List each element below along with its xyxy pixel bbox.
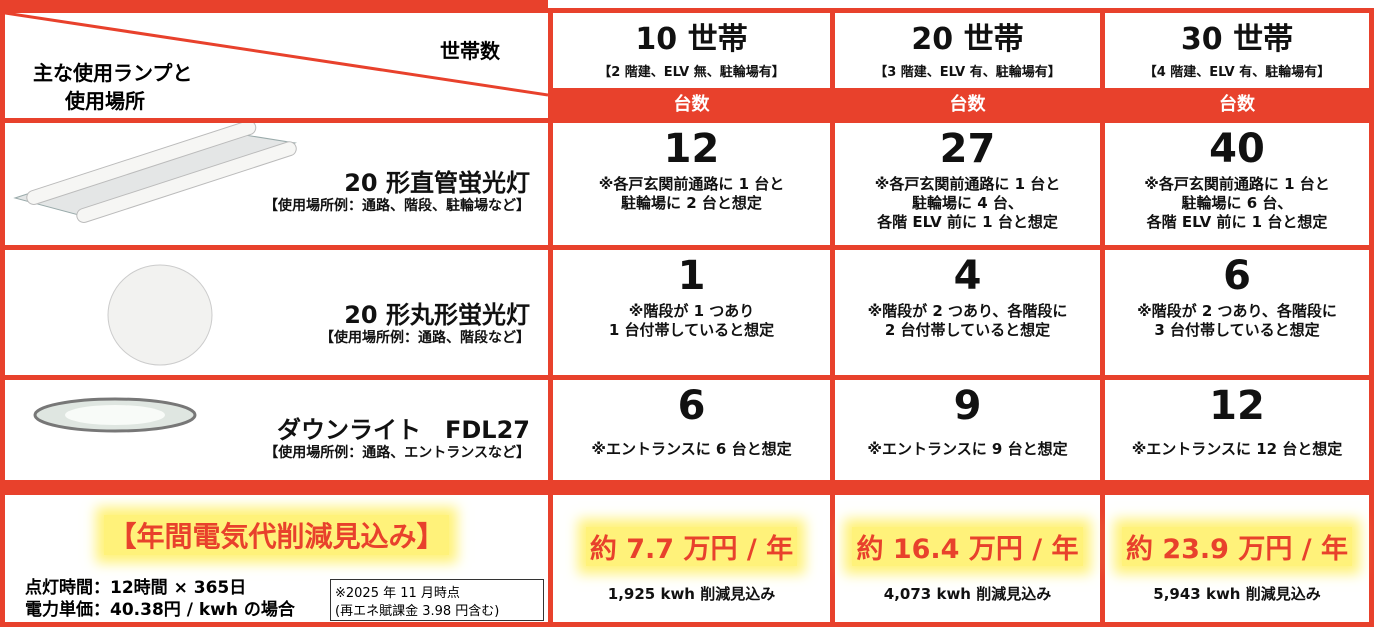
top-strip [0,0,1374,8]
count: 12 [1209,383,1265,429]
count-cell: 1 ※階段が 1 つあり 1 台付帯していると想定 [553,250,830,375]
header-cell: 30 世帯【4 階建、ELV 有、駐輪場有】 [1105,13,1369,88]
footnote: ※2025 年 11 月時点 [335,586,460,601]
saving: 約 7.7 万円 / 年 [585,527,798,566]
count-note: 駐輪場に 6 台、 [1181,194,1293,212]
count-note: 1 台付帯していると想定 [608,321,775,339]
corner-bottom: 主な使用ランプと [33,61,193,85]
downlight-icon [33,397,197,433]
diagonal [5,13,548,97]
lamp-cell: 20 形丸形蛍光灯 【使用場所例：通路、階段など】 [5,250,548,375]
household-note: 【2 階建、ELV 無、駐輪場有】 [598,65,785,80]
lamp-cell: 20 形直管蛍光灯 【使用場所例：通路、階段、駐輪場など】 [5,120,548,245]
count-cell: 27 ※各戸玄関前通路に 1 台と 駐輪場に 4 台、 各階 ELV 前に 1 台と想… [835,123,1100,245]
count: 1 [677,253,706,299]
count-note: ※各戸玄関前通路に 1 台と [1144,175,1330,193]
lamp-icon [105,260,215,374]
household-note: 【4 階建、ELV 有、駐輪場有】 [1143,65,1331,80]
count-cell: 9 ※エントランスに 9 台と想定 [835,380,1100,480]
count-cell: 40 ※各戸玄関前通路に 1 台と 駐輪場に 6 台、 各階 ELV 前に 1 台と想… [1105,123,1369,245]
condition: 電力単価：40.38円 / kwh の場合 [25,600,295,620]
count-note: ※各戸玄関前通路に 1 台と [598,175,785,193]
saving-wrap: 約 7.7 万円 / 年 [553,527,830,566]
count: 40 [1209,126,1265,172]
lamp-name: 20 形直管蛍光灯 [344,169,530,197]
count-cell: 12 ※各戸玄関前通路に 1 台と 駐輪場に 2 台と想定 [553,123,830,245]
saving-wrap: 約 16.4 万円 / 年 [835,527,1100,566]
count: 6 [1223,253,1251,299]
corner-top: 世帯数 [440,39,500,63]
footnote: (再エネ賦課金 3.98 円含む) [335,604,500,619]
count-note: 駐輪場に 2 台と想定 [621,194,762,212]
count: 4 [953,253,982,299]
count-note: ※階段が 2 つあり、各階段に [867,302,1068,320]
footnote-box: ※2025 年 11 月時点 (再エネ賦課金 3.98 円含む) [330,579,544,621]
count-note: 2 台付帯していると想定 [884,321,1051,339]
lamp-usage: 【使用場所例：通路、エントランスなど】 [264,445,530,461]
kwh: 1,925 kwh 削減見込み [607,585,776,603]
count-note: ※エントランスに 9 台と想定 [867,440,1068,458]
count-note: ※階段が 1 つあり [628,302,755,320]
corner-cell: 世帯数 主な使用ランプと 使用場所 [5,13,548,118]
lamp-icon [30,395,200,439]
summary-title-wrap: 【年間電気代削減見込み】 [5,515,548,555]
round-lamp-icon [107,264,213,366]
count: 27 [939,126,996,172]
summary-title: 【年間電気代削減見込み】 [104,515,449,555]
header-cell: 10 世帯【2 階建、ELV 無、駐輪場有】 [553,13,830,88]
tube-lamp-icon [13,120,297,223]
count: 9 [953,383,982,429]
count-note: 各階 ELV 前に 1 台と想定 [877,213,1058,231]
kwh: 5,943 kwh 削減見込み [1153,585,1321,603]
count-cell: 6 ※階段が 2 つあり、各階段に 3 台付帯していると想定 [1105,250,1369,375]
households: 20 世帯 [911,22,1024,57]
count-note: 各階 ELV 前に 1 台と想定 [1146,213,1328,231]
lamp-usage: 【使用場所例：通路、階段など】 [320,330,530,346]
count-cell: 6 ※エントランスに 6 台と想定 [553,380,830,480]
saving: 約 23.9 万円 / 年 [1121,527,1353,566]
saving-cell: 約 23.9 万円 / 年 5,943 kwh 削減見込み [1105,495,1369,622]
count-note: ※エントランスに 6 台と想定 [591,440,792,458]
unit-label: 台数 [673,94,710,115]
saving-wrap: 約 23.9 万円 / 年 [1105,527,1369,566]
header-cell: 20 世帯【3 階建、ELV 有、駐輪場有】 [835,13,1100,88]
saving: 約 16.4 万円 / 年 [852,527,1083,566]
saving-cell: 約 16.4 万円 / 年 4,073 kwh 削減見込み [835,495,1100,622]
lamp-cell: ダウンライト FDL27 【使用場所例：通路、エントランスなど】 [5,380,548,480]
lamp-icon [5,120,305,249]
households: 10 世帯 [635,22,748,57]
saving-cell: 約 7.7 万円 / 年 1,925 kwh 削減見込み [553,495,830,622]
count-note: ※階段が 2 つあり、各階段に [1137,302,1337,320]
unit-label: 台数 [949,94,986,115]
kwh: 4,073 kwh 削減見込み [883,585,1052,603]
count: 6 [677,383,706,429]
count-cell: 4 ※階段が 2 つあり、各階段に 2 台付帯していると想定 [835,250,1100,375]
lamp-name: ダウンライト FDL27 [276,416,530,444]
count-note: 駐輪場に 4 台、 [912,194,1023,212]
household-note: 【3 階建、ELV 有、駐輪場有】 [874,65,1061,80]
count: 12 [663,126,720,172]
households: 30 世帯 [1180,22,1294,57]
corner-bottom: 使用場所 [65,89,145,113]
count-note: ※エントランスに 12 台と想定 [1131,440,1343,458]
lamp-name: 20 形丸形蛍光灯 [344,301,530,329]
unit-label: 台数 [1219,94,1255,115]
count-cell: 12 ※エントランスに 12 台と想定 [1105,380,1369,480]
summary-cell: 【年間電気代削減見込み】点灯時間：12時間 × 365日 電力単価：40.38円 … [5,495,548,622]
title-tab [0,0,548,8]
condition: 点灯時間：12時間 × 365日 [25,578,247,598]
count-note: 3 台付帯していると想定 [1154,321,1320,339]
count-note: ※各戸玄関前通路に 1 台と [874,175,1061,193]
lamp-usage: 【使用場所例：通路、階段、駐輪場など】 [264,198,530,214]
